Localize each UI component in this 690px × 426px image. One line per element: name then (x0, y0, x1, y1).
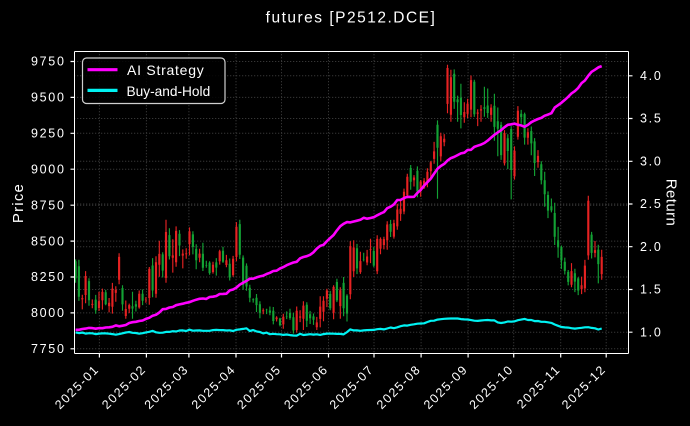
svg-text:9250: 9250 (31, 127, 66, 141)
svg-text:3.5: 3.5 (640, 112, 662, 126)
svg-text:7750: 7750 (31, 342, 66, 356)
svg-text:8000: 8000 (31, 306, 66, 320)
svg-text:2.0: 2.0 (640, 240, 662, 254)
svg-text:9000: 9000 (31, 162, 66, 176)
svg-text:Buy-and-Hold: Buy-and-Hold (127, 84, 211, 99)
svg-text:Return: Return (663, 179, 680, 226)
svg-text:1.5: 1.5 (640, 283, 662, 297)
svg-text:8750: 8750 (31, 198, 66, 212)
svg-text:1.0: 1.0 (640, 325, 662, 339)
svg-text:4.0: 4.0 (640, 69, 662, 83)
svg-text:9500: 9500 (31, 91, 66, 105)
svg-text:AI Strategy: AI Strategy (127, 62, 205, 78)
svg-text:9750: 9750 (31, 55, 66, 69)
svg-text:8500: 8500 (31, 234, 66, 248)
svg-text:Price: Price (10, 183, 27, 223)
svg-text:futures [P2512.DCE]: futures [P2512.DCE] (266, 10, 437, 27)
svg-text:8250: 8250 (31, 270, 66, 284)
svg-text:2.5: 2.5 (640, 197, 662, 211)
svg-text:3.0: 3.0 (640, 155, 662, 169)
